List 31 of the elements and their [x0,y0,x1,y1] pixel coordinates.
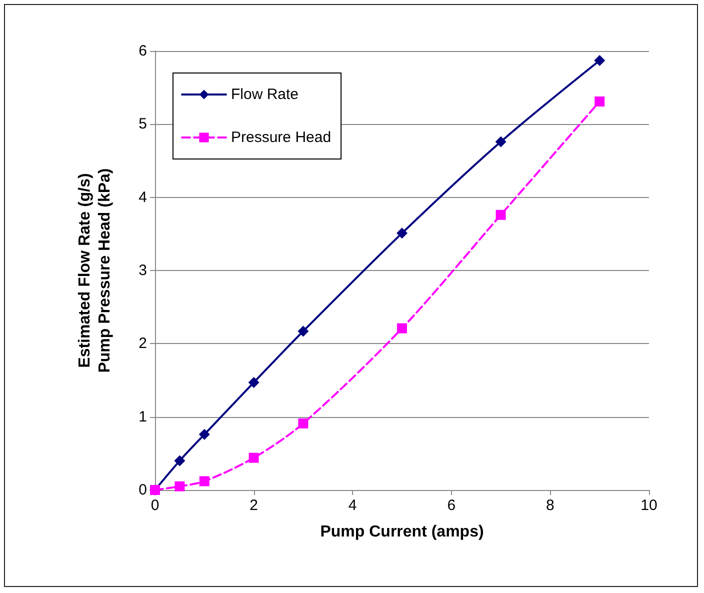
point [248,452,259,463]
point [397,323,407,334]
point [198,428,210,440]
y-tick-label: 3 [138,262,147,279]
legend-label: Flow Rate [231,86,299,103]
point [174,455,186,466]
point [298,418,308,428]
x-tick-label: 10 [640,497,658,514]
y-tick-label: 0 [138,482,147,498]
y-tick-label: 6 [138,42,147,60]
x-axis-title: Pump Current (amps) [320,524,484,540]
y-tick-label: 1 [138,408,147,426]
point [298,326,309,337]
point [594,55,606,66]
point [496,210,506,220]
x-tick-label: 4 [348,497,357,514]
point [495,136,506,148]
point [248,376,260,388]
x-tick-label: 0 [150,497,160,514]
x-tick-label: 2 [250,497,258,514]
point [594,96,605,106]
y-tick-label: 4 [138,188,147,206]
point [199,476,210,486]
y-tick-label: 5 [138,116,147,133]
point [396,228,408,239]
y-tick-label: 2 [138,335,147,352]
y-axis-title: Estimated Flow Rate (g/s) Pump Pressure Head (kPa) [76,168,114,373]
x-tick-label: 8 [546,497,554,514]
point [174,481,185,492]
legend-label: Pressure Head [231,129,332,146]
x-tick-label: 6 [447,497,456,514]
